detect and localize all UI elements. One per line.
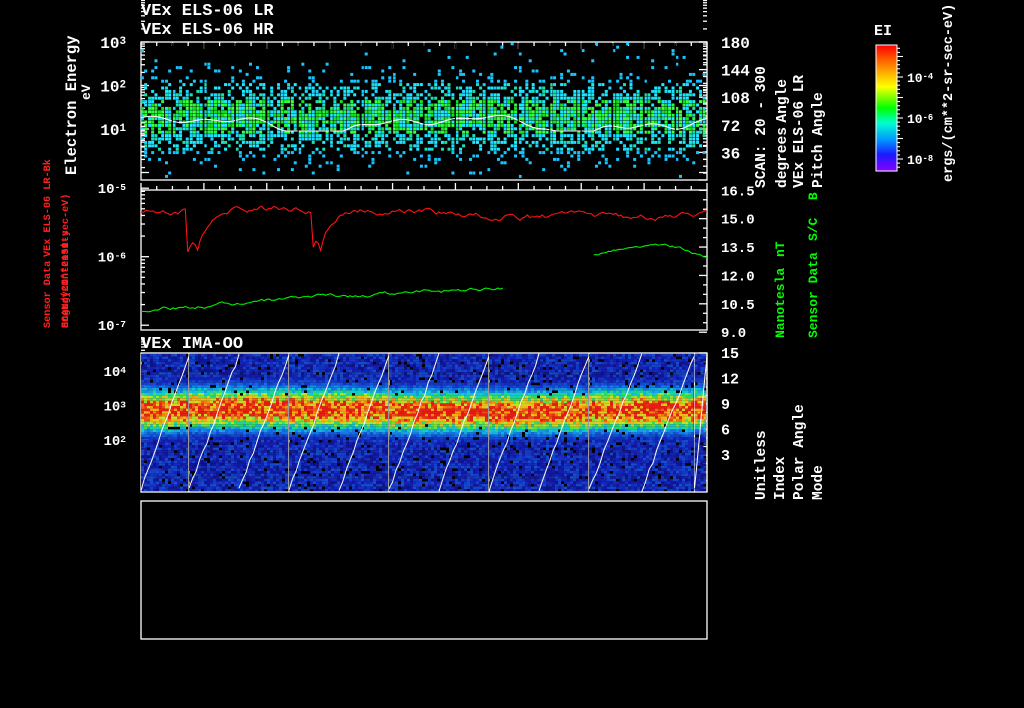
svg-text:Sensor Data: Sensor Data — [806, 252, 821, 338]
svg-text:VEx ELS-06 LR: VEx ELS-06 LR — [141, 2, 274, 21]
svg-text:16.5: 16.5 — [721, 184, 755, 200]
svg-text:9: 9 — [721, 397, 730, 414]
svg-text:10-4: 10-4 — [907, 71, 934, 86]
svg-text:S/C: S/C — [806, 217, 821, 241]
svg-text:102: 102 — [103, 433, 126, 450]
svg-text:72: 72 — [721, 118, 740, 136]
svg-text:Pitch Angle: Pitch Angle — [811, 92, 827, 188]
svg-text:10-6: 10-6 — [98, 250, 127, 267]
svg-text:ergs/(cm**2-sr-sec-eV): ergs/(cm**2-sr-sec-eV) — [942, 4, 957, 182]
svg-text:10.5: 10.5 — [721, 298, 755, 314]
svg-text:B: B — [806, 192, 821, 200]
svg-text:13.5: 13.5 — [721, 241, 755, 257]
svg-text:104: 104 — [103, 365, 126, 382]
svg-text:eV: eV — [79, 84, 94, 100]
svg-text:Nanotesla: Nanotesla — [773, 268, 788, 338]
svg-text:10-5: 10-5 — [98, 182, 127, 199]
svg-text:SCAN: 20 - 150: SCAN: 20 - 150 — [61, 242, 72, 328]
svg-text:Unitless: Unitless — [754, 430, 770, 500]
svg-text:Index: Index — [773, 456, 789, 500]
svg-text:10-6: 10-6 — [907, 112, 933, 127]
svg-text:12: 12 — [721, 372, 739, 389]
svg-text:10-8: 10-8 — [907, 153, 933, 168]
svg-text:EI: EI — [874, 23, 892, 40]
svg-text:VEx ELS-06 LR: VEx ELS-06 LR — [792, 75, 808, 188]
svg-text:VEx IMA-OO: VEx IMA-OO — [141, 335, 243, 354]
svg-text:12.0: 12.0 — [721, 269, 755, 285]
svg-text:103: 103 — [103, 399, 126, 416]
svg-text:10-7: 10-7 — [98, 319, 127, 336]
svg-text:nT: nT — [773, 241, 788, 257]
svg-text:Sensor Data: Sensor Data — [43, 261, 54, 328]
svg-text:VEx ELS-06 HR: VEx ELS-06 HR — [141, 21, 274, 40]
svg-text:103: 103 — [100, 35, 126, 53]
svg-text:6: 6 — [721, 423, 730, 440]
svg-text:108: 108 — [721, 90, 750, 108]
svg-text:3: 3 — [721, 448, 730, 465]
svg-text:144: 144 — [721, 63, 750, 81]
svg-text:9.0: 9.0 — [721, 326, 746, 342]
svg-text:VEx ELS-06 LR-Bk: VEx ELS-06 LR-Bk — [42, 159, 54, 257]
svg-text:101: 101 — [100, 122, 126, 140]
svg-text:15.0: 15.0 — [721, 213, 755, 229]
svg-text:degrees: degrees — [775, 127, 791, 188]
svg-text:15: 15 — [721, 346, 739, 363]
svg-text:Electron Energy: Electron Energy — [63, 35, 81, 175]
svg-text:Polar Angle: Polar Angle — [792, 404, 808, 500]
svg-text:Mode: Mode — [811, 465, 827, 500]
svg-text:180: 180 — [721, 35, 750, 53]
svg-text:SCAN: 20 - 300: SCAN: 20 - 300 — [754, 66, 770, 188]
svg-text:102: 102 — [100, 79, 126, 97]
svg-text:Angle: Angle — [775, 79, 791, 123]
svg-text:36: 36 — [721, 145, 740, 163]
